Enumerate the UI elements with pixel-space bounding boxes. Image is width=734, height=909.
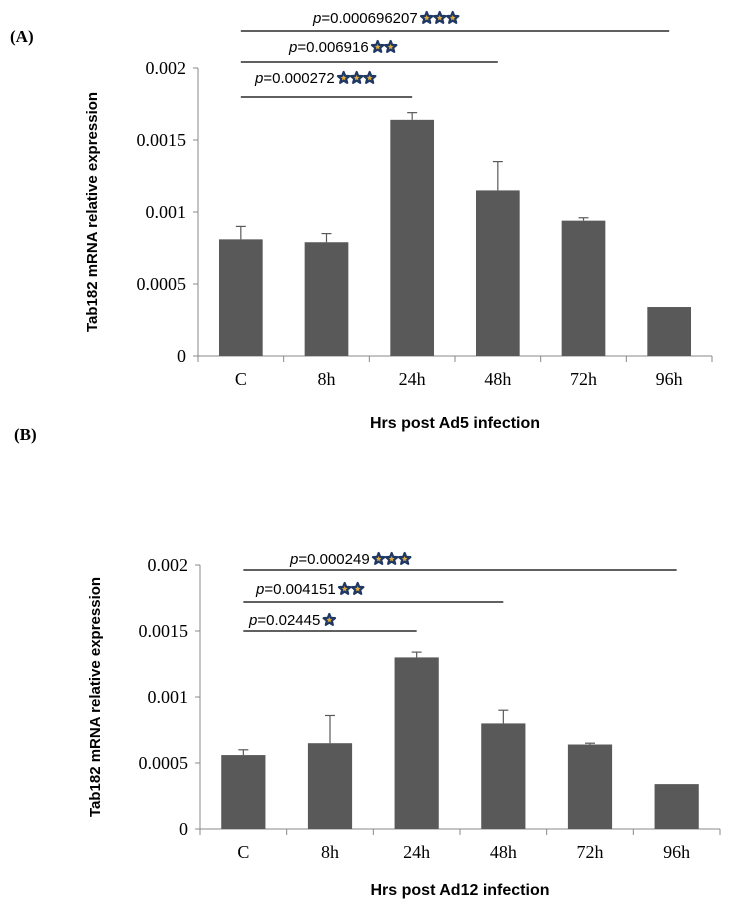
star-icon	[350, 581, 365, 595]
star-shape	[322, 612, 337, 626]
star-shape	[349, 70, 364, 84]
x-tick-label: 24h	[399, 369, 426, 389]
x-tick-label: 72h	[577, 842, 604, 862]
y-tick-label: 0.0005	[137, 274, 187, 294]
x-tick-label: 8h	[321, 842, 339, 862]
x-tick-label: 48h	[490, 842, 517, 862]
bar-96h	[647, 307, 692, 356]
p-symbol: p	[255, 581, 264, 598]
x-tick-label: 8h	[318, 369, 336, 389]
p-value-label: p=0.000696207	[312, 10, 418, 27]
star-shape	[371, 551, 386, 565]
p-value-label: p=0.006916	[288, 39, 369, 56]
y-tick-label: 0	[177, 346, 186, 366]
star-icon	[384, 551, 399, 565]
star-shape	[370, 39, 385, 53]
star-shape	[445, 10, 460, 24]
significance-stars: ***	[371, 551, 412, 565]
p-symbol: p	[312, 10, 321, 27]
y-tick-label: 0.0005	[139, 753, 189, 773]
star-icon	[322, 612, 337, 626]
y-tick-label: 0.001	[148, 687, 189, 707]
p-value: =0.000696207	[321, 10, 417, 27]
p-value: =0.02445	[257, 612, 320, 629]
y-tick-label: 0.002	[146, 58, 187, 78]
y-tick-label: 0	[179, 819, 188, 839]
bar-72h	[567, 744, 613, 829]
bar-72h	[561, 220, 606, 356]
p-value-label: p=0.000272	[254, 70, 335, 87]
bar-C	[218, 239, 263, 356]
p-symbol: p	[248, 612, 257, 629]
panel-label-b: (B)	[14, 425, 37, 444]
significance-stars: **	[370, 39, 398, 53]
x-tick-label: 72h	[570, 369, 597, 389]
star-icon	[419, 10, 434, 24]
x-tick-label: 24h	[403, 842, 430, 862]
significance-stars: **	[337, 581, 365, 595]
x-axis-title: Hrs post Ad12 infection	[371, 882, 550, 899]
y-tick-label: 0.002	[148, 555, 189, 575]
x-tick-label: C	[235, 369, 247, 389]
star-shape	[350, 581, 365, 595]
star-shape	[432, 10, 447, 24]
star-icon	[362, 70, 377, 84]
p-value-label: p=0.004151	[255, 581, 336, 598]
bar-48h	[481, 723, 526, 829]
p-value-label: p=0.02445	[248, 612, 320, 629]
y-tick-label: 0.0015	[139, 621, 189, 641]
p-symbol: p	[289, 551, 298, 568]
significance-stars: ***	[419, 10, 460, 24]
y-axis-title: Tab182 mRNA relative expression	[84, 92, 101, 332]
panel-label-a: (A)	[10, 27, 34, 46]
p-value: =0.006916	[297, 39, 368, 56]
star-shape	[383, 39, 398, 53]
p-value-label: p=0.000249	[289, 551, 370, 568]
bar-24h	[394, 657, 439, 829]
p-symbol: p	[288, 39, 297, 56]
chart-panel-b: 0 0.0005 0.001 0.0015 0.002 C 8h 24h 48h 72h 96h Hr…	[87, 551, 721, 899]
y-axis-title: Tab182 mRNA relative expression	[87, 577, 104, 817]
star-icon	[349, 70, 364, 84]
y-tick-label: 0.0015	[137, 130, 187, 150]
star-icon	[336, 70, 351, 84]
chart-panel-a: 0 0.0005 0.001 0.0015 0.002 C 8h 24h 48h 72h 96h Hr…	[84, 10, 713, 432]
star-shape	[397, 551, 412, 565]
x-tick-label: 96h	[656, 369, 683, 389]
significance-stars: ***	[336, 70, 377, 84]
star-shape	[384, 551, 399, 565]
significance-stars: *	[322, 612, 337, 626]
p-value: =0.004151	[264, 581, 335, 598]
star-icon	[445, 10, 460, 24]
y-tick-label: 0.001	[146, 202, 187, 222]
p-value: =0.000272	[263, 70, 334, 87]
x-tick-label: 96h	[663, 842, 690, 862]
star-shape	[419, 10, 434, 24]
x-tick-label: C	[237, 842, 249, 862]
star-shape	[336, 70, 351, 84]
bar-8h	[304, 242, 349, 356]
p-symbol: p	[254, 70, 263, 87]
bar-24h	[390, 119, 435, 356]
star-icon	[337, 581, 352, 595]
star-icon	[383, 39, 398, 53]
bar-8h	[307, 743, 353, 829]
bar-96h	[654, 784, 699, 829]
star-shape	[337, 581, 352, 595]
bar-C	[221, 755, 266, 829]
star-icon	[371, 551, 386, 565]
p-value: =0.000249	[298, 551, 369, 568]
star-icon	[397, 551, 412, 565]
x-tick-label: 48h	[484, 369, 511, 389]
star-icon	[432, 10, 447, 24]
bar-48h	[475, 190, 520, 356]
star-shape	[362, 70, 377, 84]
x-axis-title: Hrs post Ad5 infection	[370, 415, 540, 432]
star-icon	[370, 39, 385, 53]
